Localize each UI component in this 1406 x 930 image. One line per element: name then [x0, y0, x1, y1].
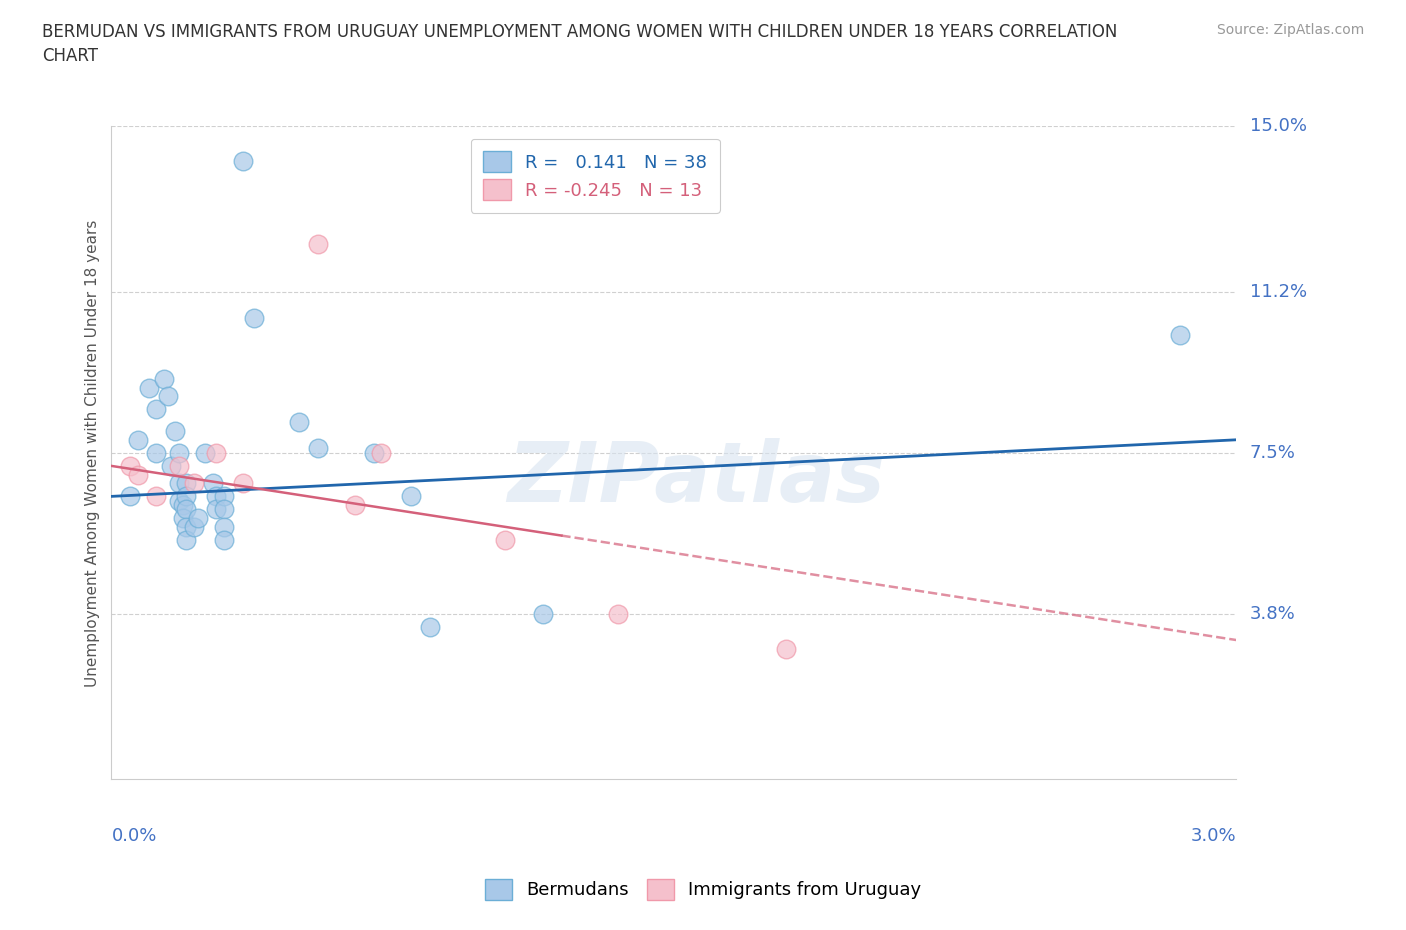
Point: [167, 445, 190, 460]
Point: [176, 533, 198, 548]
Point: [212, 489, 235, 504]
Point: [160, 458, 183, 473]
Point: [156, 389, 179, 404]
Point: [176, 476, 198, 491]
Point: [176, 489, 198, 504]
Legend: Bermudans, Immigrants from Uruguay: Bermudans, Immigrants from Uruguay: [478, 871, 928, 907]
Point: [172, 498, 194, 512]
Text: 3.8%: 3.8%: [1250, 604, 1296, 623]
Point: [138, 380, 160, 395]
Y-axis label: Unemployment Among Women with Children Under 18 years: Unemployment Among Women with Children U…: [86, 219, 100, 686]
Point: [531, 606, 554, 621]
Point: [201, 476, 224, 491]
Point: [145, 402, 167, 417]
Text: 15.0%: 15.0%: [1250, 117, 1308, 135]
Point: [127, 432, 149, 447]
Point: [120, 489, 142, 504]
Text: Source: ZipAtlas.com: Source: ZipAtlas.com: [1216, 23, 1364, 37]
Text: BERMUDAN VS IMMIGRANTS FROM URUGUAY UNEMPLOYMENT AMONG WOMEN WITH CHILDREN UNDER: BERMUDAN VS IMMIGRANTS FROM URUGUAY UNEM…: [42, 23, 1118, 65]
Point: [494, 533, 516, 548]
Point: [205, 489, 228, 504]
Point: [165, 424, 187, 439]
Text: 0.0%: 0.0%: [111, 828, 157, 845]
Point: [205, 445, 228, 460]
Point: [127, 467, 149, 482]
Text: ZIPatlas: ZIPatlas: [508, 438, 886, 520]
Point: [212, 502, 235, 517]
Point: [307, 236, 329, 251]
Point: [153, 371, 176, 386]
Text: 11.2%: 11.2%: [1250, 283, 1308, 300]
Text: 3.0%: 3.0%: [1191, 828, 1236, 845]
Point: [176, 502, 198, 517]
Point: [145, 445, 167, 460]
Point: [183, 520, 205, 535]
Point: [307, 441, 329, 456]
Point: [172, 511, 194, 525]
Point: [183, 476, 205, 491]
Point: [120, 458, 142, 473]
Point: [344, 498, 367, 512]
Point: [288, 415, 311, 430]
Point: [205, 502, 228, 517]
Text: 7.5%: 7.5%: [1250, 444, 1296, 462]
Point: [401, 489, 423, 504]
Point: [243, 311, 266, 325]
Point: [194, 445, 217, 460]
Point: [606, 606, 628, 621]
Point: [212, 520, 235, 535]
Point: [363, 445, 385, 460]
Point: [212, 533, 235, 548]
Point: [232, 153, 254, 168]
Point: [775, 642, 797, 657]
Point: [145, 489, 167, 504]
Point: [370, 445, 392, 460]
Point: [167, 493, 190, 508]
Point: [167, 458, 190, 473]
Point: [167, 476, 190, 491]
Legend: R =   0.141   N = 38, R = -0.245   N = 13: R = 0.141 N = 38, R = -0.245 N = 13: [471, 139, 720, 213]
Point: [419, 619, 441, 634]
Point: [232, 476, 254, 491]
Point: [176, 520, 198, 535]
Point: [187, 511, 209, 525]
Point: [1168, 328, 1191, 343]
